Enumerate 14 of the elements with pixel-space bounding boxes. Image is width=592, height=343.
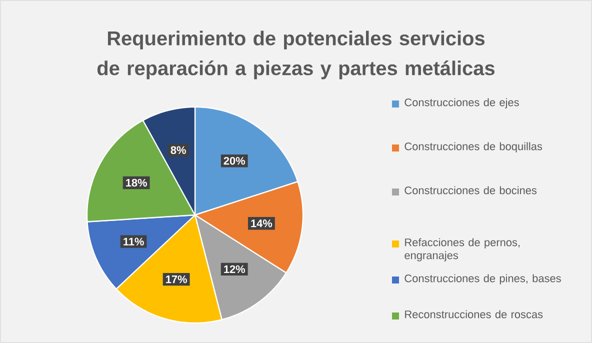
data-label: 18%: [126, 178, 148, 187]
data-label: 14%: [251, 220, 272, 228]
data-label: 17%: [166, 275, 187, 284]
legend-label: Construcciones de pines, bases: [404, 274, 561, 284]
legend-label: Construcciones de boquillas: [404, 142, 542, 152]
data-label: 20%: [224, 156, 246, 165]
legend-label: Construcciones de bocines: [404, 186, 537, 194]
legend-label: Construcciones de ejes: [404, 98, 519, 108]
data-label: 8%: [170, 146, 186, 154]
data-label: 12%: [224, 265, 246, 274]
legend-label: Reconstrucciones de roscas: [405, 310, 543, 318]
legend-label: Refacciones de pernos, engranajes: [404, 238, 520, 262]
data-label: 11%: [124, 238, 144, 246]
chart-title: Requerimiento de potenciales servicios de reparación a piezas y partes metálicas: [97, 30, 494, 80]
